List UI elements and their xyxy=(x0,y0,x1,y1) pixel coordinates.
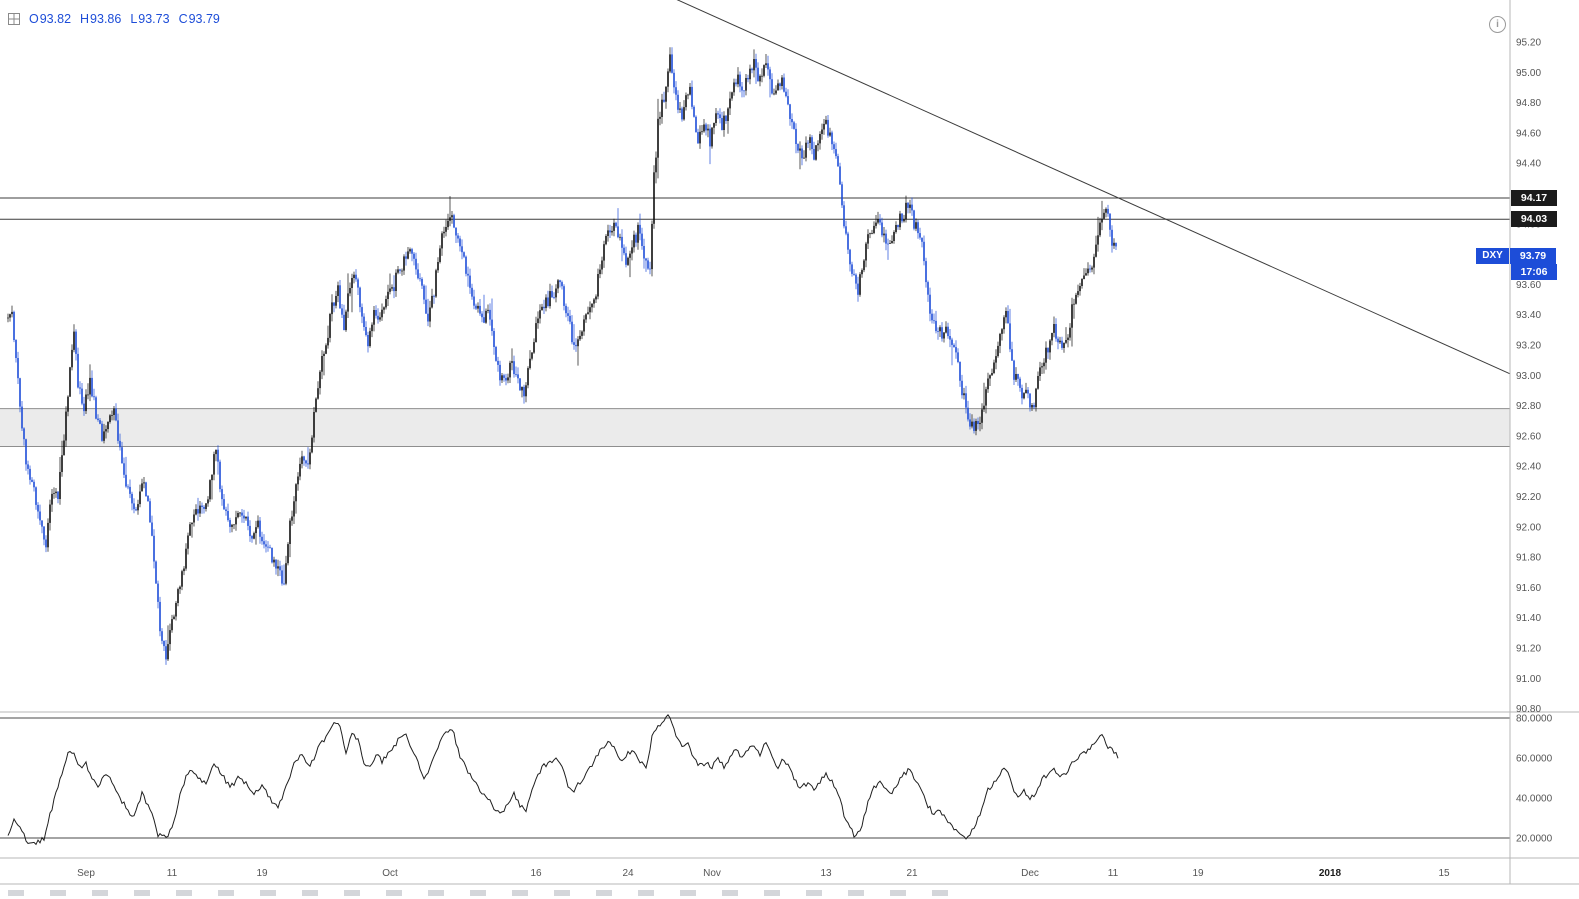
symbol-chip: DXY xyxy=(1476,247,1509,264)
ohlc-high: H 93.86 xyxy=(80,12,122,26)
cropped-bottom-toolbar xyxy=(0,885,1579,899)
price-tick-label: 93.40 xyxy=(1516,310,1541,321)
time-axis-label: Nov xyxy=(703,868,721,879)
price-tick-label: 91.80 xyxy=(1516,553,1541,564)
price-tick-label: 94.80 xyxy=(1516,98,1541,109)
price-tick-label: 90.80 xyxy=(1516,704,1541,715)
last-price-value: 93.79 xyxy=(1510,247,1556,264)
price-tick-label: 91.00 xyxy=(1516,674,1541,685)
cropped-toolbar-items xyxy=(8,890,968,896)
ohlc-low: L 93.73 xyxy=(130,12,170,26)
price-tick-label: 95.00 xyxy=(1516,68,1541,79)
time-axis-label: 13 xyxy=(820,868,832,879)
price-level-tag-1: 94.17 xyxy=(1511,190,1557,207)
time-axis-label: 19 xyxy=(1192,868,1204,879)
time-axis-label: Dec xyxy=(1021,868,1039,879)
indicator-line xyxy=(7,713,1119,846)
price-tick-label: 94.40 xyxy=(1516,159,1541,170)
grid-icon xyxy=(8,13,20,25)
price-tick-label: 93.60 xyxy=(1516,280,1541,291)
price-tick-label: 93.00 xyxy=(1516,371,1541,382)
time-axis-label: 21 xyxy=(906,868,918,879)
time-axis-label: Oct xyxy=(382,868,398,879)
price-tick-label: 93.20 xyxy=(1516,341,1541,352)
price-tick-label: 95.20 xyxy=(1516,38,1541,49)
price-tick-label: 91.40 xyxy=(1516,613,1541,624)
indicator-tick-label: 20.0000 xyxy=(1516,834,1553,845)
info-icon[interactable]: i xyxy=(1489,16,1506,33)
indicator-tick-label: 40.0000 xyxy=(1516,794,1553,805)
price-tick-label: 92.40 xyxy=(1516,462,1541,473)
support-zone xyxy=(0,408,1510,447)
price-tick-label: 92.60 xyxy=(1516,431,1541,442)
price-tick-label: 92.80 xyxy=(1516,401,1541,412)
price-tick-label: 92.20 xyxy=(1516,492,1541,503)
time-axis-label: 2018 xyxy=(1319,868,1342,879)
price-level-tag-2: 94.03 xyxy=(1511,211,1557,228)
ohlc-close: C 93.79 xyxy=(178,12,220,26)
time-axis-label: 11 xyxy=(1108,868,1119,879)
time-axis-label: 16 xyxy=(530,868,542,879)
ohlc-legend: O 93.82 H 93.86 L 93.73 C 93.79 xyxy=(8,12,220,26)
price-tick-label: 94.60 xyxy=(1516,128,1541,139)
time-axis-label: 11 xyxy=(167,868,178,879)
time-axis-label: 19 xyxy=(256,868,268,879)
price-tick-label: 92.00 xyxy=(1516,522,1541,533)
descending-trendline[interactable] xyxy=(660,0,1511,375)
candle-countdown-tag: 17:06 xyxy=(1511,264,1557,281)
time-axis-label: Sep xyxy=(77,868,95,879)
time-axis-label: 15 xyxy=(1438,868,1450,879)
candlestick-series xyxy=(7,47,1117,665)
price-tick-label: 91.60 xyxy=(1516,583,1541,594)
indicator-tick-label: 80.0000 xyxy=(1516,714,1553,725)
last-price-tag: DXY 93.79 xyxy=(1476,247,1556,264)
indicator-tick-label: 60.0000 xyxy=(1516,754,1553,765)
ohlc-open: O 93.82 xyxy=(29,12,72,26)
price-tick-label: 91.20 xyxy=(1516,644,1541,655)
time-axis-label: 24 xyxy=(622,868,634,879)
